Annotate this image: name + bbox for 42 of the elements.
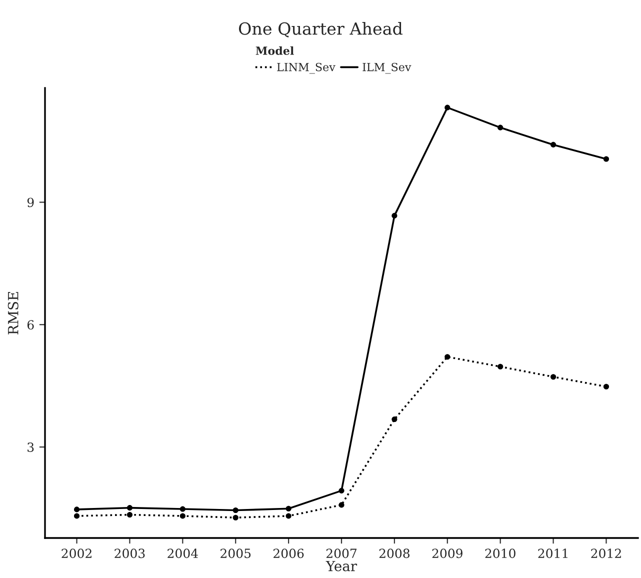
x-tick-label: 2006: [273, 548, 304, 558]
x-tick-label: 2005: [220, 548, 251, 558]
chart-title: One Quarter Ahead: [238, 22, 402, 38]
point: [444, 354, 450, 360]
legend-title: Model: [256, 46, 294, 55]
point: [444, 104, 450, 110]
x-tick-label: 2011: [538, 548, 568, 558]
point: [392, 416, 398, 422]
point: [338, 502, 344, 508]
x-tick-label: 2002: [62, 548, 92, 558]
point: [603, 384, 610, 390]
x-tick-label: 2007: [326, 548, 356, 558]
point: [126, 505, 132, 511]
point: [550, 142, 556, 148]
point: [498, 124, 504, 130]
legend-label: LINM_Sev: [277, 62, 336, 74]
point: [603, 156, 610, 162]
point: [180, 513, 186, 519]
point: [74, 513, 80, 519]
point: [232, 507, 238, 514]
x-tick-label: 2004: [168, 548, 198, 558]
x-axis-title: Year: [326, 560, 358, 572]
point: [286, 513, 292, 519]
y-tick-label: 6: [27, 320, 34, 330]
point: [498, 364, 504, 370]
y-axis-title: RMSE: [8, 292, 18, 334]
point: [286, 506, 292, 512]
point: [392, 212, 398, 218]
y-tick-label: 3: [28, 442, 34, 452]
x-tick-label: 2008: [379, 548, 410, 558]
x-tick-label: 2003: [114, 548, 145, 558]
point: [232, 514, 238, 520]
point: [126, 512, 132, 518]
x-tick-label: 2010: [485, 548, 516, 558]
point: [550, 374, 556, 380]
point: [180, 506, 186, 512]
x-tick-label: 2012: [591, 548, 621, 558]
point: [338, 488, 344, 494]
legend-label: ILM_Sev: [362, 62, 412, 74]
point: [74, 506, 80, 512]
y-tick-label: 9: [27, 198, 34, 208]
x-tick-label: 2009: [432, 548, 462, 558]
